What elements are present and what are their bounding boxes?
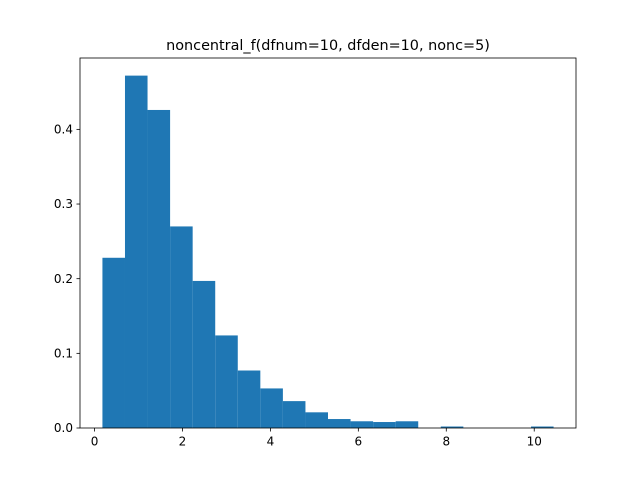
y-tick-label: 0.3 <box>54 197 73 211</box>
histogram-bar <box>373 422 396 428</box>
histogram-bar <box>305 412 328 428</box>
histogram-bar <box>170 226 193 428</box>
histogram-bar <box>260 388 283 428</box>
y-tick-label: 0.2 <box>54 272 73 286</box>
histogram-bar <box>282 401 306 428</box>
x-tick-label: 6 <box>355 435 363 449</box>
histogram-bar <box>328 419 351 428</box>
y-tick-label: 0.1 <box>54 347 73 361</box>
histogram-bar <box>395 421 419 428</box>
histogram-bar <box>215 335 238 428</box>
histogram-bar <box>237 370 261 428</box>
histogram-bar <box>102 257 125 428</box>
histogram-bar <box>350 421 374 428</box>
histogram-bar <box>124 75 148 429</box>
plot-frame <box>79 57 577 429</box>
chart-title: noncentral_f(dfnum=10, dfden=10, nonc=5) <box>166 38 490 54</box>
bars-group <box>102 75 554 429</box>
x-tick-label: 0 <box>91 435 99 449</box>
y-tick-label: 0.0 <box>54 421 73 435</box>
histogram-bar <box>531 426 554 428</box>
histogram-bar <box>147 109 171 429</box>
y-tick-label: 0.4 <box>54 123 73 137</box>
histogram-bar <box>440 426 464 428</box>
x-tick-label: 8 <box>442 435 450 449</box>
x-tick-label: 4 <box>267 435 275 449</box>
x-tick-label: 2 <box>179 435 187 449</box>
histogram-bar <box>192 280 216 428</box>
y-axis-ticks: 0.0 0.1 0.2 0.3 0.4 <box>54 123 80 435</box>
x-tick-label: 10 <box>527 435 542 449</box>
x-axis-ticks: 0 2 4 6 8 10 <box>91 428 542 449</box>
